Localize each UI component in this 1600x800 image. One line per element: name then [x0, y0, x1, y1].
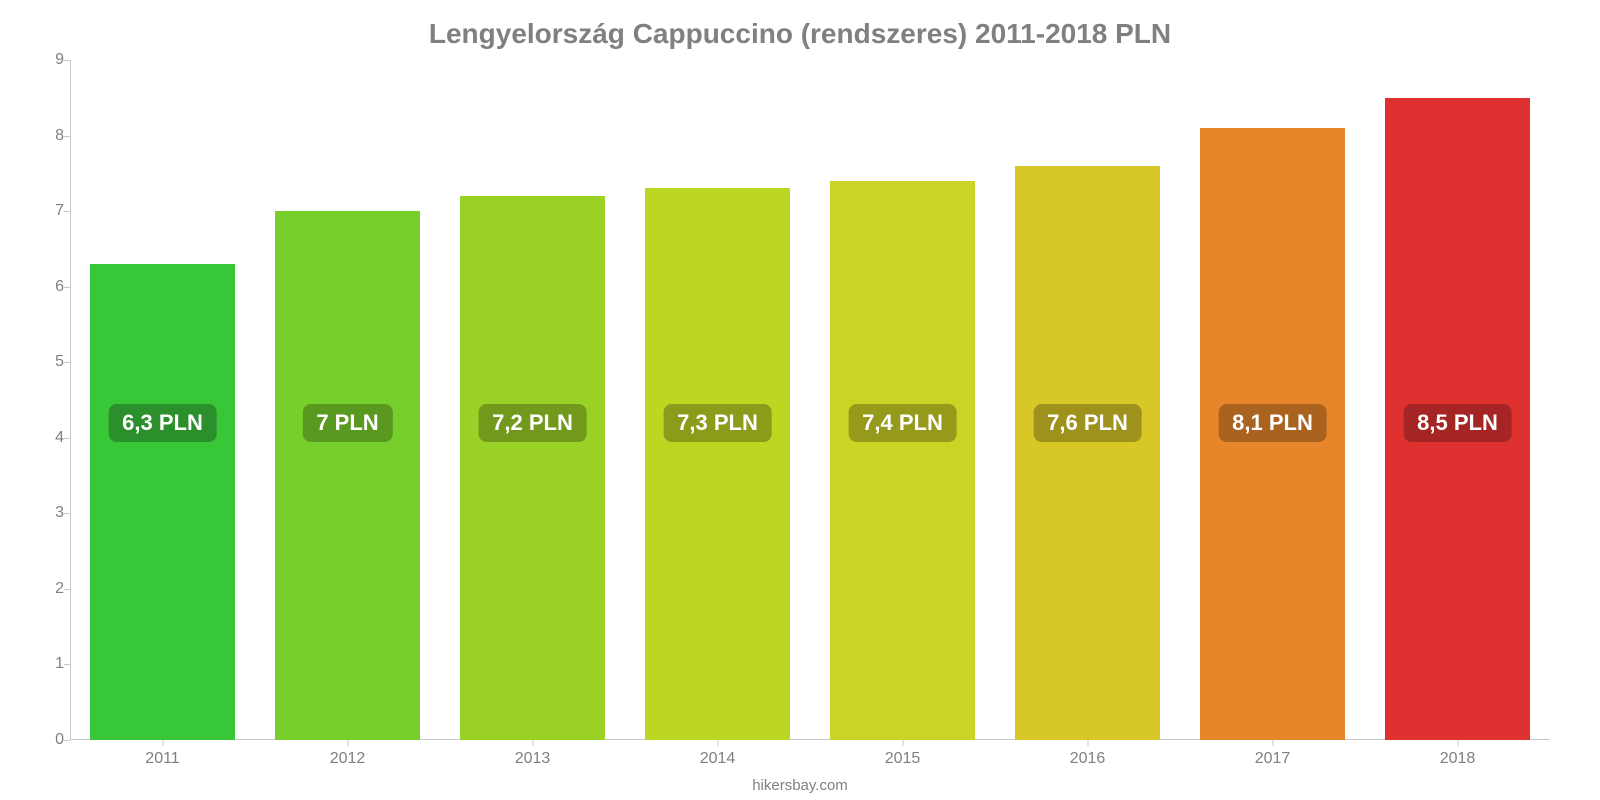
bar-value-label: 8,1 PLN [1218, 404, 1327, 442]
y-tick-label: 2 [30, 580, 64, 598]
x-tick-label: 2014 [700, 750, 736, 768]
bar-value-label: 6,3 PLN [108, 404, 217, 442]
x-tick-label: 2018 [1440, 750, 1476, 768]
x-tick-mark [902, 740, 903, 746]
bar-value-label: 7 PLN [302, 404, 392, 442]
x-tick-mark [717, 740, 718, 746]
bar-value-label: 7,2 PLN [478, 404, 587, 442]
y-tick-mark [64, 438, 70, 439]
bar [830, 181, 974, 740]
bar-value-label: 7,6 PLN [1033, 404, 1142, 442]
chart-footer: hikersbay.com [0, 777, 1600, 794]
bar [275, 211, 419, 740]
y-tick-label: 3 [30, 504, 64, 522]
bar [460, 196, 604, 740]
y-axis-line [70, 60, 71, 740]
y-tick-mark [64, 589, 70, 590]
x-tick-mark [1272, 740, 1273, 746]
x-tick-mark [1457, 740, 1458, 746]
bar-value-label: 8,5 PLN [1403, 404, 1512, 442]
y-tick-label: 9 [30, 51, 64, 69]
cappuccino-price-chart: Lengyelország Cappuccino (rendszeres) 20… [0, 0, 1600, 800]
bar-value-label: 7,3 PLN [663, 404, 772, 442]
y-tick-label: 0 [30, 731, 64, 749]
y-tick-mark [64, 287, 70, 288]
y-tick-label: 4 [30, 429, 64, 447]
x-tick-mark [532, 740, 533, 746]
x-tick-mark [347, 740, 348, 746]
x-tick-label: 2015 [885, 750, 921, 768]
y-tick-label: 6 [30, 278, 64, 296]
x-tick-label: 2012 [330, 750, 366, 768]
y-tick-mark [64, 211, 70, 212]
bar-value-label: 7,4 PLN [848, 404, 957, 442]
y-tick-label: 8 [30, 127, 64, 145]
y-tick-mark [64, 362, 70, 363]
bar [645, 188, 789, 740]
x-tick-label: 2016 [1070, 750, 1106, 768]
chart-title: Lengyelország Cappuccino (rendszeres) 20… [0, 18, 1600, 50]
y-tick-label: 5 [30, 353, 64, 371]
x-tick-label: 2011 [145, 750, 179, 768]
x-tick-label: 2013 [515, 750, 551, 768]
x-tick-mark [1087, 740, 1088, 746]
bar [90, 264, 234, 740]
y-tick-mark [64, 740, 70, 741]
y-tick-label: 7 [30, 202, 64, 220]
y-tick-label: 1 [30, 655, 64, 673]
y-tick-mark [64, 513, 70, 514]
y-tick-mark [64, 60, 70, 61]
bar [1015, 166, 1159, 740]
x-tick-mark [162, 740, 163, 746]
plot-area: 012345678920116,3 PLN20127 PLN20137,2 PL… [70, 60, 1550, 740]
y-tick-mark [64, 664, 70, 665]
x-tick-label: 2017 [1255, 750, 1291, 768]
y-tick-mark [64, 136, 70, 137]
